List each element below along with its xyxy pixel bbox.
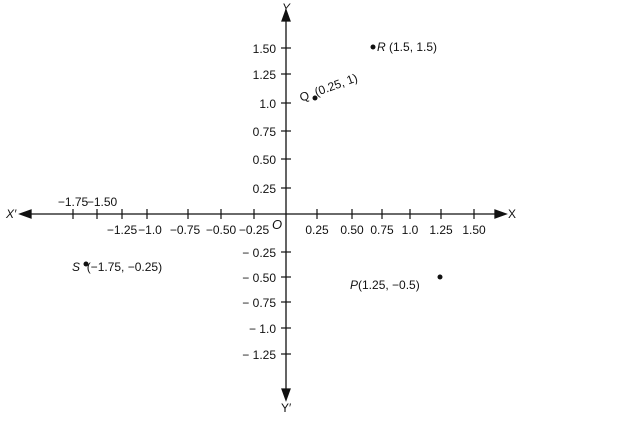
x-tick-label: −1.75 [57, 195, 89, 209]
point-S-label: S (−1.75, −0.25) [72, 260, 163, 274]
point-R [370, 44, 376, 50]
x-axis-right-arrow [494, 209, 508, 219]
x-tick-label: 0.50 [340, 223, 364, 237]
y-tick-label: 0.75 [252, 125, 276, 139]
x-tick-label: 1.0 [401, 223, 419, 237]
x-tick-label: −0.25 [238, 223, 270, 237]
x-tick-label: −1.25 [106, 223, 138, 237]
x-tick-label: 0.75 [370, 223, 394, 237]
origin-label: O [272, 217, 283, 232]
point-Q [312, 95, 318, 101]
y-axis-bottom-arrow [281, 388, 291, 402]
x-tick-label: 0.25 [305, 223, 329, 237]
y-tick-label: 1.0 [259, 97, 276, 111]
x-axis-label: X [508, 207, 517, 221]
y-axis-label: Y [282, 1, 291, 15]
y-tick-label: − 1.0 [248, 322, 276, 336]
x-axis-left-arrow [18, 209, 32, 219]
y-tick-label: 1.25 [252, 68, 276, 82]
y-tick-label: − 0.75 [242, 296, 276, 310]
y-tick-label: − 0.50 [242, 271, 276, 285]
y-tick-label: 0.50 [252, 153, 276, 167]
point-P [437, 274, 443, 280]
y-neg-axis-label: Y′ [281, 401, 292, 415]
point-R-label: R (1.5, 1.5) [377, 40, 438, 54]
x-tick-label: 1.25 [429, 223, 453, 237]
x-tick-label: −1.0 [138, 223, 162, 237]
point-S [83, 261, 89, 267]
y-tick-label: 1.50 [252, 42, 276, 56]
y-tick-label: − 1.25 [242, 348, 276, 362]
x-neg-axis-label: X′ [6, 207, 17, 221]
x-tick-label: −0.50 [205, 223, 237, 237]
x-tick-label: −0.75 [169, 223, 201, 237]
x-tick-label: 1.50 [462, 223, 486, 237]
y-tick-label: − 0.25 [242, 246, 276, 260]
x-tick-label: −1.50 [86, 195, 118, 209]
y-axis-top-arrow [281, 8, 291, 22]
point-P-label: P(1.25, −0.5) [350, 278, 420, 292]
y-tick-label: 0.25 [252, 182, 276, 196]
